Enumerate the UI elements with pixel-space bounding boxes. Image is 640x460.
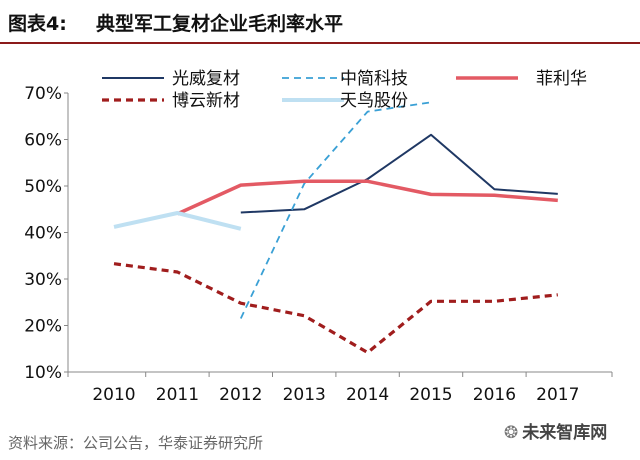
- chart-axes: 10% 20% 30% 40% 50% 60% 70% 2010 2011 2012 2013 201…: [24, 84, 613, 405]
- watermark: ❂ 未来智库网: [504, 418, 607, 443]
- series-line-4: [113, 211, 242, 231]
- chart-lines: [113, 101, 558, 355]
- series-line-2: [176, 179, 558, 216]
- source-note: 资料来源：公司公告，华泰证券研究所: [8, 434, 264, 452]
- y-tick-label: 20%: [24, 317, 62, 337]
- series-line-1: [239, 101, 432, 319]
- watermark-text: 未来智库网: [522, 423, 608, 443]
- x-tick-label: 2014: [346, 385, 389, 405]
- legend-label-1: 中简科技: [340, 69, 408, 89]
- y-tick-label: 40%: [24, 224, 62, 244]
- x-tick-label: 2015: [409, 385, 452, 405]
- legend-label-4: 天鸟股份: [340, 91, 408, 111]
- x-tick-label: 2012: [219, 385, 262, 405]
- series-line-3: [113, 262, 558, 355]
- figure-label: 图表4:: [8, 13, 67, 35]
- x-tick-label: 2010: [92, 385, 135, 405]
- wechat-icon: ❂: [504, 423, 519, 443]
- legend-label-2: 菲利华: [536, 69, 587, 89]
- title-underline: [0, 42, 640, 44]
- y-tick-label: 60%: [24, 131, 62, 151]
- legend-label-3: 博云新材: [172, 91, 240, 111]
- y-tick-label: 70%: [24, 84, 62, 104]
- y-tick-label: 10%: [24, 363, 62, 383]
- x-tick-label: 2013: [283, 385, 326, 405]
- legend-label-0: 光威复材: [172, 69, 240, 89]
- figure-header: 图表4: 典型军工复材企业毛利率水平: [0, 0, 640, 44]
- x-tick-label: 2017: [536, 385, 579, 405]
- chart-title: 典型军工复材企业毛利率水平: [96, 13, 344, 35]
- x-tick-label: 2011: [156, 385, 199, 405]
- x-tick-label: 2016: [473, 385, 516, 405]
- y-tick-label: 50%: [24, 177, 62, 197]
- y-tick-label: 30%: [24, 270, 62, 290]
- series-line-0: [240, 133, 558, 214]
